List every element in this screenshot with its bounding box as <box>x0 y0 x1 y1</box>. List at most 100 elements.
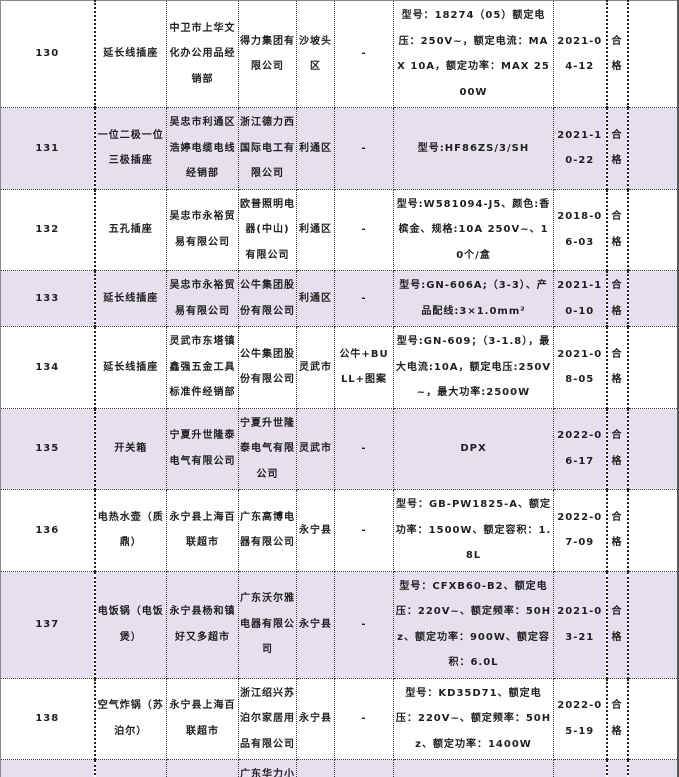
table-row: 134 延长线插座 灵武市东塔镇鑫强五金工具标准件经销部 公牛集团股份有限公司 … <box>0 326 678 409</box>
table-row: 132 五孔插座 吴忠市永裕贸易有限公司 欧普照明电器(中山)有限公司 利通区 … <box>0 188 678 271</box>
table-row: 135 开关箱 宁夏升世隆泰电气有限公司 宁夏升世隆泰电气有限公司 灵武市 - … <box>0 407 678 490</box>
cell-row-number: 134 <box>0 326 96 409</box>
cell-region: 灵武市 <box>296 326 335 409</box>
cell-manufacturer: 公牛集团股份有限公司 <box>238 270 297 327</box>
cell-manufacturer: 广东沃尔雅电器有限公司 <box>238 570 297 679</box>
cell-manufacturer: 欧普照明电器(中山)有限公司 <box>238 188 297 271</box>
cell-region: 沙坡头区 <box>296 0 335 108</box>
cell-seller: 灵武市东塔镇鑫强五金工具标准件经销部 <box>166 326 239 409</box>
cell-extra <box>627 0 678 108</box>
cell-extra <box>627 407 678 490</box>
table-row: 137 电饭锅（电饭煲） 永宁县杨和镇好又多超市 广东沃尔雅电器有限公司 永宁县… <box>0 570 678 679</box>
table-row: 136 电热水壶（质鼎） 永宁县上海百联超市 广东高博电器有限公司 永宁县 - … <box>0 489 678 572</box>
cell-specs: 型号：GB-PW1825-A、额定功率：1500W、额定容积：1.8L <box>393 489 554 572</box>
cell-specs: 型号：CFXB60-B2、额定电压：220V~、额定频率：50Hz、额定功率：9… <box>393 570 554 679</box>
cell-manufacturer: 公牛集团股份有限公司 <box>238 326 297 409</box>
cell-result-badge: 合格 <box>606 0 629 108</box>
table-row: 131 一位二极一位三极插座 吴忠市利通区浩婷电缆电线经销部 浙江德力西国际电工… <box>0 107 678 190</box>
cell-seller: 中卫市上华文化办公用品经销部 <box>166 0 239 108</box>
cell-trademark: - <box>334 107 394 190</box>
cell-region: 永宁县 <box>296 570 335 679</box>
cell-date: 2021-08-05 <box>553 326 608 409</box>
cell-trademark: - <box>334 407 394 490</box>
cell-seller: 永宁县杨和镇好又多超市 <box>166 570 239 679</box>
cell-row-number: 133 <box>0 270 96 327</box>
cell-region: 永宁县 <box>296 677 335 760</box>
cell-trademark: - <box>334 0 394 108</box>
cell-extra <box>627 677 678 760</box>
cell-extra <box>627 326 678 409</box>
cell-date: 2022-05-19 <box>553 677 608 760</box>
cell-specs: 型号：KD35D71、额定电压：220V~、额定频率：50Hz、额定功率：140… <box>393 677 554 760</box>
cell-result-badge: 合格 <box>606 326 629 409</box>
cell-specs: DPX <box>393 407 554 490</box>
cell-seller: 吴忠市利通区浩婷电缆电线经销部 <box>166 107 239 190</box>
cell-row-number: 130 <box>0 0 96 108</box>
cell-manufacturer: 广东高博电器有限公司 <box>238 489 297 572</box>
cell-extra <box>627 570 678 679</box>
cell-specs: 型号：HL-9033、额定功率：1500W、容量：2.0L <box>393 759 554 777</box>
cell-date: 2021-10-22 <box>553 107 608 190</box>
cell-region: 永宁县 <box>296 489 335 572</box>
cell-row-number: 139 <box>0 759 96 777</box>
table-row: 139 电热水壶（华力） 永宁县上海百联超市 广东华力小家电科技有限公司 永宁县… <box>0 759 678 777</box>
cell-result-badge: 合格 <box>606 188 629 271</box>
cell-region: 利通区 <box>296 270 335 327</box>
cell-trademark: 公牛+BULL+图案 <box>334 326 394 409</box>
cell-extra <box>627 188 678 271</box>
cell-trademark: - <box>334 759 394 777</box>
cell-product-name: 延长线插座 <box>94 0 167 108</box>
cell-specs: 型号:W581094-J5、颜色:香槟金、规格:10A 250V~、10个/盒 <box>393 188 554 271</box>
cell-extra <box>627 489 678 572</box>
cell-specs: 型号:GN-609；（3-1.8），最大电流:10A，额定电压:250V~，最大… <box>393 326 554 409</box>
cell-trademark: - <box>334 570 394 679</box>
cell-row-number: 132 <box>0 188 96 271</box>
cell-date: 2022-07-09 <box>553 489 608 572</box>
cell-seller: 永宁县上海百联超市 <box>166 759 239 777</box>
cell-extra <box>627 759 678 777</box>
cell-result-badge: 合格 <box>606 107 629 190</box>
cell-date: 2021-10-10 <box>553 270 608 327</box>
cell-date: 2021-03-21 <box>553 570 608 679</box>
cell-product-name: 电热水壶（质鼎） <box>94 489 167 572</box>
cell-product-name: 延长线插座 <box>94 270 167 327</box>
cell-seller: 吴忠市永裕贸易有限公司 <box>166 270 239 327</box>
cell-product-name: 五孔插座 <box>94 188 167 271</box>
cell-row-number: 135 <box>0 407 96 490</box>
table-row: 138 空气炸锅（苏泊尔） 永宁县上海百联超市 浙江绍兴苏泊尔家居用品有限公司 … <box>0 677 678 760</box>
cell-trademark: - <box>334 489 394 572</box>
cell-row-number: 136 <box>0 489 96 572</box>
cell-result-badge: 合格 <box>606 759 629 777</box>
cell-seller: 吴忠市永裕贸易有限公司 <box>166 188 239 271</box>
cell-date: 2021-05-18 <box>553 759 608 777</box>
cell-seller: 永宁县上海百联超市 <box>166 489 239 572</box>
cell-result-badge: 合格 <box>606 407 629 490</box>
cell-extra <box>627 270 678 327</box>
cell-result-badge: 合格 <box>606 677 629 760</box>
cell-trademark: - <box>334 677 394 760</box>
table-row: 133 延长线插座 吴忠市永裕贸易有限公司 公牛集团股份有限公司 利通区 - 型… <box>0 270 678 327</box>
table-row: 130 延长线插座 中卫市上华文化办公用品经销部 得力集团有限公司 沙坡头区 -… <box>0 0 678 108</box>
cell-result-badge: 合格 <box>606 570 629 679</box>
cell-manufacturer: 浙江德力西国际电工有限公司 <box>238 107 297 190</box>
cell-product-name: 电热水壶（华力） <box>94 759 167 777</box>
cell-result-badge: 合格 <box>606 270 629 327</box>
cell-date: 2018-06-03 <box>553 188 608 271</box>
cell-product-name: 电饭锅（电饭煲） <box>94 570 167 679</box>
cell-seller: 宁夏升世隆泰电气有限公司 <box>166 407 239 490</box>
cell-region: 利通区 <box>296 107 335 190</box>
cell-specs: 型号：18274（05）额定电压：250V~，额定电流：MAX 10A，额定功率… <box>393 0 554 108</box>
cell-trademark: - <box>334 270 394 327</box>
cell-product-name: 开关箱 <box>94 407 167 490</box>
cell-date: 2022-06-17 <box>553 407 608 490</box>
cell-row-number: 131 <box>0 107 96 190</box>
cell-specs: 型号:HF86ZS/3/SH <box>393 107 554 190</box>
cell-region: 永宁县 <box>296 759 335 777</box>
cell-product-name: 延长线插座 <box>94 326 167 409</box>
cell-row-number: 137 <box>0 570 96 679</box>
cell-manufacturer: 得力集团有限公司 <box>238 0 297 108</box>
cell-region: 利通区 <box>296 188 335 271</box>
